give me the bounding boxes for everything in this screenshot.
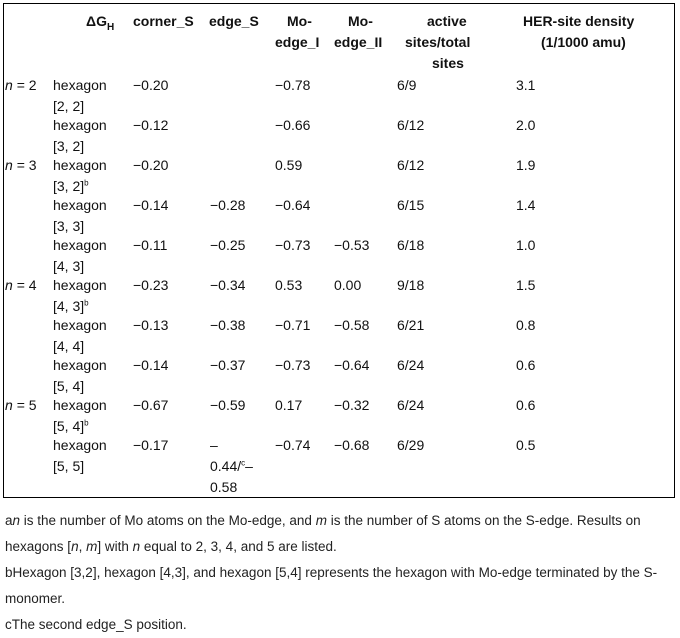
row-corner: −0.67 [133,397,169,413]
header-dg-label: ΔG [86,13,107,29]
row-her: 0.5 [516,437,536,453]
row-corner: −0.23 [133,277,169,293]
header-her-line1: HER-site density [523,13,635,29]
row-corner: −0.20 [133,77,169,93]
row-edge: −0.59 [210,397,246,413]
row-system: hexagon [5, 4]b [53,397,107,434]
row-system: hexagon [4, 3] [53,237,107,274]
row-her: 2.0 [516,117,536,133]
header-mo-edge-ii-line1: Mo- [348,13,373,29]
row-mo1: 0.53 [275,277,303,293]
row-corner: −0.11 [133,237,168,253]
row-mo1: −0.71 [275,317,311,333]
row-mo1: −0.74 [275,437,311,453]
row-active: 6/21 [397,317,425,333]
row-active: 6/18 [397,237,425,253]
row-active: 6/12 [397,157,425,173]
row-active: 6/29 [397,437,425,453]
row-system: hexagon [3, 3] [53,197,107,234]
row-n-label: n = 3 [5,157,37,173]
header-mo-edge-i-line1: Mo- [287,13,312,29]
row-n-label: n = 4 [5,277,37,293]
row-her: 1.5 [516,277,536,293]
row-edge: −0.34 [210,277,246,293]
row-mo1: −0.64 [275,197,311,213]
header-corner-s: corner_S [133,13,194,29]
row-corner: −0.14 [133,197,169,213]
row-active: 6/15 [397,197,425,213]
row-mo1: 0.59 [275,157,303,173]
table-frame: ΔGH corner_S edge_S Mo- edge_I Mo- edge_… [3,3,675,498]
row-system: hexagon [4, 3]b [53,277,107,314]
row-n-label: n = 5 [5,397,37,413]
row-active: 6/12 [397,117,425,133]
row-active: 6/9 [397,77,417,93]
row-mo2: −0.53 [334,237,370,253]
row-mo2: −0.58 [334,317,370,333]
row-system: hexagon [5, 5] [53,437,107,474]
row-corner: −0.12 [133,117,169,133]
row-corner: −0.14 [133,357,169,373]
row-her: 3.1 [516,77,536,93]
row-edge: −0.38 [210,317,246,333]
header-active-line2: sites/total [405,34,471,50]
row-her: 1.4 [516,197,536,213]
row-mo1: −0.66 [275,117,311,133]
footnote-a: an is the number of Mo atoms on the Mo-e… [5,513,641,554]
row-system: hexagon [5, 4] [53,357,107,394]
row-edge: −0.28 [210,197,246,213]
row-system: hexagon [3, 2] [53,117,107,154]
header-dgh: ΔGH [86,11,114,32]
row-edge: −0.25 [210,237,246,253]
footnote-b: bHexagon [3,2], hexagon [4,3], and hexag… [5,565,658,606]
header-mo-edge-ii-line2: edge_II [334,34,383,50]
row-system: hexagon [2, 2] [53,77,107,114]
row-active: 6/24 [397,397,425,413]
row-mo2: −0.68 [334,437,370,453]
footnote-c: cThe second edge_S position. [5,617,187,632]
table-footnotes: an is the number of Mo atoms on the Mo-e… [5,508,675,638]
row-her: 1.9 [516,157,536,173]
row-mo1: −0.78 [275,77,311,93]
row-edge: –0.44/c– 0.58 [210,437,253,495]
row-her: 1.0 [516,237,536,253]
row-n-label: n = 2 [5,77,37,93]
row-mo2: −0.64 [334,357,370,373]
row-system: hexagon [4, 4] [53,317,107,354]
row-corner: −0.20 [133,157,169,173]
row-active: 9/18 [397,277,425,293]
row-mo1: −0.73 [275,357,311,373]
header-dg-sub: H [106,21,115,33]
row-mo2: 0.00 [334,277,362,293]
row-her: 0.6 [516,397,536,413]
header-active-line1: active [427,13,467,29]
row-mo1: 0.17 [275,397,303,413]
row-her: 0.6 [516,357,536,373]
row-her: 0.8 [516,317,536,333]
row-active: 6/24 [397,357,425,373]
row-corner: −0.13 [133,317,169,333]
row-corner: −0.17 [133,437,169,453]
header-mo-edge-i-line2: edge_I [275,34,320,50]
header-her-line2: (1/1000 amu) [541,34,626,50]
header-active-line3: sites [432,55,464,71]
row-mo2: −0.32 [334,397,370,413]
row-edge: −0.37 [210,357,246,373]
header-edge-s: edge_S [209,13,259,29]
row-system: hexagon [3, 2]b [53,157,107,194]
row-mo1: −0.73 [275,237,311,253]
